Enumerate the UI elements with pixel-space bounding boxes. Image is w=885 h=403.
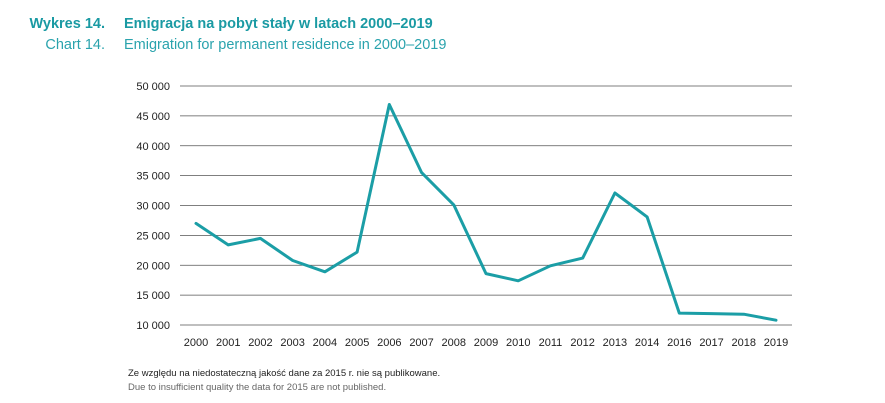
x-axis-ticks: 2000 2001 2002 2003 2004 2005 2006 2007 2008 2009… — [184, 337, 788, 349]
x-tick-label: 2019 — [764, 337, 788, 349]
data-point — [613, 191, 617, 195]
y-tick-label: 40 000 — [136, 141, 170, 153]
data-point — [355, 250, 359, 254]
x-tick-label: 2011 — [539, 337, 563, 349]
x-tick-label: 2006 — [377, 337, 401, 349]
footnote-english: Due to insufficient quality the data for… — [128, 382, 387, 393]
x-tick-label: 2005 — [345, 337, 369, 349]
series-line — [194, 103, 778, 322]
data-point — [227, 243, 230, 247]
x-tick-label: 2008 — [442, 337, 466, 349]
data-point — [291, 259, 294, 262]
data-point — [710, 312, 713, 315]
chart-number-english: Chart 14. — [45, 37, 105, 53]
data-point — [323, 270, 327, 274]
x-tick-label: 2012 — [570, 337, 594, 349]
x-tick-label: 2007 — [409, 337, 433, 349]
y-tick-label: 15 000 — [136, 290, 170, 302]
data-point — [517, 279, 520, 282]
y-tick-label: 35 000 — [136, 171, 170, 183]
y-tick-label: 20 000 — [136, 260, 170, 272]
series — [194, 103, 778, 322]
y-tick-label: 25 000 — [136, 230, 170, 242]
data-point — [259, 237, 262, 240]
x-tick-label: 2017 — [699, 337, 723, 349]
y-axis-ticks: 10 000 15 000 20 000 25 000 30 000 35 000 40 0… — [136, 81, 170, 332]
x-tick-label: 2010 — [506, 337, 530, 349]
footnote-polish: Ze względu na niedostateczną jakość dane… — [128, 368, 441, 379]
y-tick-label: 30 000 — [136, 201, 170, 213]
gridlines — [180, 85, 792, 326]
x-tick-label: 2014 — [635, 337, 659, 349]
x-tick-label: 2013 — [603, 337, 627, 349]
x-tick-label: 2000 — [184, 337, 208, 349]
data-point — [678, 311, 681, 315]
x-tick-label: 2004 — [313, 337, 337, 349]
data-point — [645, 215, 649, 219]
data-point — [742, 313, 745, 316]
y-tick-label: 50 000 — [136, 81, 170, 93]
x-tick-label: 2002 — [248, 337, 272, 349]
x-tick-label: 2003 — [280, 337, 304, 349]
y-tick-label: 10 000 — [136, 320, 170, 332]
data-point — [194, 222, 198, 225]
data-point — [484, 272, 488, 275]
x-tick-label: 2001 — [216, 337, 240, 349]
data-point — [774, 319, 778, 322]
x-tick-label: 2018 — [732, 337, 756, 349]
data-point — [452, 203, 455, 207]
data-point — [420, 171, 423, 174]
chart-title-polish-text: Emigracja na pobyt stały w latach 2000–2… — [124, 16, 433, 32]
data-point — [581, 256, 584, 260]
y-tick-label: 45 000 — [136, 111, 170, 123]
data-point — [549, 264, 552, 268]
x-tick-label: 2009 — [474, 337, 498, 349]
x-tick-label: 2016 — [667, 337, 691, 349]
data-point — [388, 103, 391, 106]
chart-number-polish: Wykres 14. — [29, 16, 105, 32]
chart-title-english-text: Emigration for permanent residence in 20… — [124, 37, 447, 53]
